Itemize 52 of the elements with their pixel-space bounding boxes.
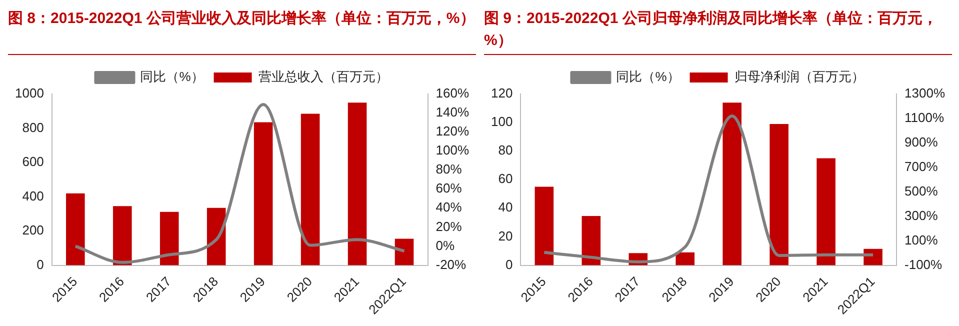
- bar: [394, 238, 414, 266]
- legend-label: 同比（%）: [616, 69, 680, 84]
- y2-tick-label: 1300%: [904, 86, 946, 101]
- y-tick-label: 200: [22, 222, 44, 238]
- bar: [770, 124, 788, 266]
- legend-label: 营业总收入（百万元）: [258, 69, 388, 84]
- chart-title: 图 9：2015-2022Q1 公司归母净利润及同比增长率（单位：百万元，%）: [484, 8, 952, 55]
- y-tick-label: 0: [36, 256, 44, 272]
- line-series: [74, 102, 406, 264]
- bar: [348, 102, 367, 266]
- y2-tick-label: -100%: [904, 256, 943, 272]
- y-tick-label: 40: [498, 200, 513, 215]
- y2-tick-label: -20%: [436, 256, 467, 272]
- chart-title: 图 8：2015-2022Q1 公司营业收入及同比增长率（单位：百万元，%）: [8, 8, 476, 55]
- y-tick-label: 80: [498, 142, 513, 158]
- y2-tick-label: 120%: [436, 124, 470, 139]
- y-tick-label: 120: [490, 86, 513, 101]
- y2-tick-label: 0%: [436, 238, 455, 253]
- bar: [676, 252, 695, 266]
- y2-tick-label: 60%: [436, 180, 462, 196]
- y2-tick-label: 140%: [436, 104, 470, 120]
- bar: [722, 102, 742, 266]
- line-series: [542, 114, 875, 264]
- legend-label: 同比（%）: [140, 69, 204, 84]
- y2-tick-label: 300%: [904, 208, 938, 223]
- y-tick-label: 20: [498, 228, 513, 244]
- y2-tick-label: 160%: [436, 86, 470, 101]
- y-tick-label: 1000: [15, 86, 44, 101]
- y-tick-label: 400: [22, 188, 44, 204]
- y2-tick-label: 100%: [904, 232, 938, 248]
- y2-tick-label: 500%: [904, 183, 938, 198]
- y2-tick-label: 900%: [904, 134, 938, 150]
- bar: [160, 212, 179, 266]
- y-tick-label: 800: [22, 120, 44, 135]
- y-tick-label: 100: [490, 114, 513, 130]
- y2-tick-label: 1100%: [904, 110, 944, 126]
- y2-tick-label: 700%: [904, 158, 938, 174]
- bar: [300, 114, 320, 266]
- bar: [582, 216, 601, 266]
- y2-tick-label: 80%: [436, 162, 462, 177]
- y-tick-label: 60: [498, 171, 513, 186]
- y2-tick-label: 20%: [436, 218, 462, 234]
- bar: [254, 122, 273, 266]
- bar: [534, 186, 554, 266]
- bar: [816, 158, 836, 266]
- bar: [66, 193, 85, 266]
- bar: [112, 206, 132, 266]
- y-tick-label: 0: [505, 256, 513, 272]
- y-tick-label: 600: [22, 154, 44, 170]
- y2-tick-label: 40%: [436, 200, 462, 215]
- legend-label: 归母净利润（百万元）: [734, 69, 864, 84]
- y2-tick-label: 100%: [436, 142, 470, 158]
